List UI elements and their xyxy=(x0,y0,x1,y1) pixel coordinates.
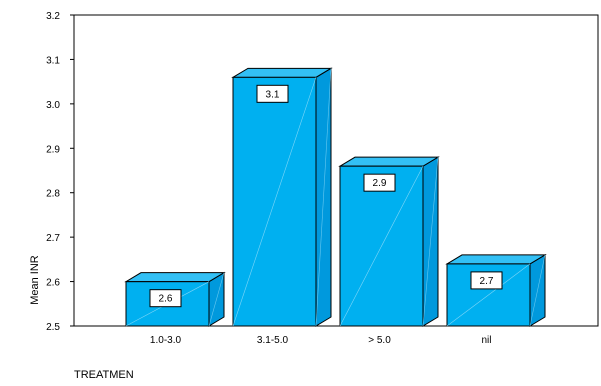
bar-side-highlight-line xyxy=(315,68,332,327)
y-tick-label: 2.8 xyxy=(46,189,60,200)
y-tick-label: 3.0 xyxy=(46,100,60,111)
x-tick-label: > 5.0 xyxy=(368,335,391,346)
data-label: 3.1 xyxy=(266,89,280,100)
bar: 2.7 xyxy=(445,254,547,327)
bar-top-face xyxy=(124,272,226,283)
bar: 3.1 xyxy=(231,67,333,327)
y-tick-label: 2.5 xyxy=(46,322,60,333)
bar-top-face xyxy=(338,156,440,167)
data-label: 2.6 xyxy=(159,294,173,305)
y-axis-title: Mean INR xyxy=(29,255,41,305)
data-label-box xyxy=(256,84,289,103)
bar-side-highlight-line xyxy=(529,254,546,327)
data-label: 2.7 xyxy=(480,276,494,287)
bar-top-face xyxy=(445,254,547,265)
y-tick-label: 3.1 xyxy=(46,55,60,66)
bar: 2.6 xyxy=(124,271,226,327)
y-tick-label: 2.9 xyxy=(46,144,60,155)
x-tick-label: nil xyxy=(481,335,491,346)
data-label-box xyxy=(470,271,503,290)
bar-highlight-line xyxy=(446,263,531,327)
y-axis-ticks: 2.5 2.6 2.7 2.8 2.9 3.0 3.1 3.2 xyxy=(46,11,74,333)
bars-group: 2.6 3.1 2.9 2.7 xyxy=(124,67,547,327)
x-tick-label: 3.1-5.0 xyxy=(257,335,289,346)
bar-highlight-line xyxy=(232,77,317,327)
x-tick-label: 1.0-3.0 xyxy=(150,335,182,346)
bar-highlight-line xyxy=(339,166,424,327)
bar-side-highlight-line xyxy=(208,272,225,327)
bar-top-face xyxy=(231,67,333,78)
data-label-box xyxy=(149,289,182,308)
y-tick-label: 2.7 xyxy=(46,233,60,244)
data-label-box xyxy=(363,173,396,192)
bar: 2.9 xyxy=(338,156,440,327)
bar-side-highlight-line xyxy=(422,157,439,327)
data-label: 2.9 xyxy=(373,178,387,189)
y-tick-label: 3.2 xyxy=(46,11,60,22)
y-tick-label: 2.6 xyxy=(46,278,60,289)
x-axis-title: TREATMEN xyxy=(74,369,134,381)
x-axis-tick-labels: 1.0-3.0 3.1-5.0 > 5.0 nil xyxy=(150,335,492,346)
